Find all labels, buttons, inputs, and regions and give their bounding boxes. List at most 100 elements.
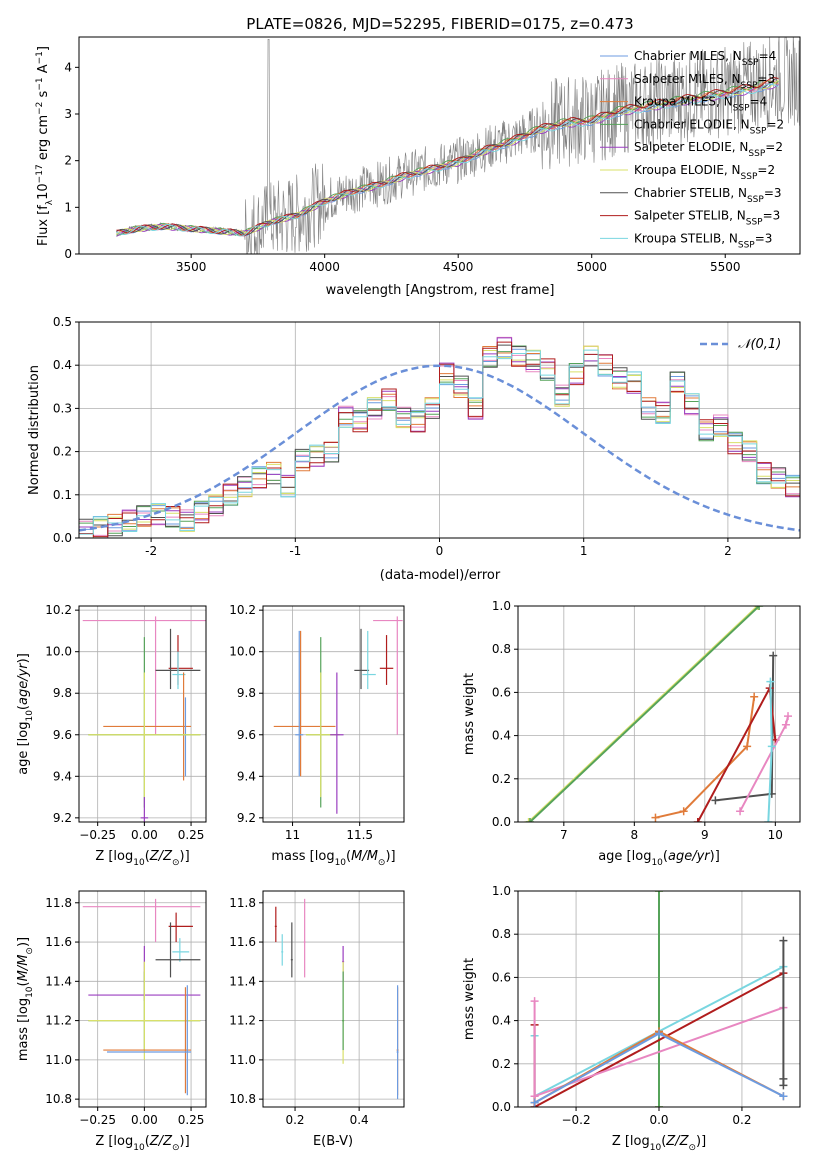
y-axis-label: mass [log10(M/M⊙)] bbox=[16, 937, 35, 1061]
y-tick-label: 10.8 bbox=[229, 1092, 256, 1106]
x-tick-label: 0 bbox=[436, 544, 444, 558]
weight-marker-salpeter_stelib bbox=[693, 818, 702, 822]
x-axis-label: E(B-V) bbox=[313, 1134, 353, 1149]
x-axis-label: mass [log10(M/M⊙)] bbox=[271, 849, 395, 868]
x-tick-label: 0.25 bbox=[178, 1113, 205, 1127]
data-spectrum-line bbox=[116, 37, 800, 254]
plot-area bbox=[79, 336, 800, 538]
y-tick-label: 0 bbox=[64, 247, 72, 261]
y-tick-label: 10.2 bbox=[45, 603, 72, 617]
x-tick-label: 0.00 bbox=[131, 1113, 158, 1127]
axes-frame bbox=[262, 890, 405, 1108]
axes-frame bbox=[78, 605, 207, 823]
y-tick-label: 1.0 bbox=[492, 884, 511, 898]
x-tick-label: 0.25 bbox=[178, 828, 205, 842]
y-tick-label: 0.3 bbox=[53, 401, 72, 415]
x-axis-label: (data-model)/error bbox=[380, 568, 501, 583]
y-axis-label: Flux [fλ10−17 erg cm−2 s−1 A−1] bbox=[35, 46, 55, 246]
panel-age_vs_mass: 11 11.5 9.2 9.4 9.6 9.8 10.0 10.2 mass [log10(M/… bbox=[229, 603, 405, 868]
y-tick-label: 0.8 bbox=[492, 642, 511, 656]
x-tick-label: 7 bbox=[560, 828, 568, 842]
weight-marker-salpeter_miles bbox=[530, 997, 539, 1006]
y-tick-label: 0.8 bbox=[492, 927, 511, 941]
weight-marker-kroupa_elodie bbox=[524, 818, 533, 822]
weight-marker-kroupa_miles bbox=[743, 742, 752, 751]
x-axis-label: Z [log10(Z/Z⊙)] bbox=[612, 1134, 706, 1153]
y-tick-label: 0.1 bbox=[53, 488, 72, 502]
plot-area bbox=[530, 891, 788, 1107]
panel-massweight_vs_age: 7 8 9 10 0.0 0.2 0.4 0.6 0.8 1.0 age [log10(age/yr… bbox=[462, 599, 801, 868]
y-axis-label: age [log10(age/yr)] bbox=[16, 653, 35, 775]
plot-area bbox=[524, 606, 793, 822]
y-tick-label: 3 bbox=[64, 107, 72, 121]
x-tick-label: 9 bbox=[701, 828, 709, 842]
y-tick-label: 11.6 bbox=[229, 935, 256, 949]
weight-marker-chabrier_stelib bbox=[769, 651, 778, 660]
x-tick-label: 0.0 bbox=[649, 1113, 668, 1127]
y-tick-label: 0.4 bbox=[53, 358, 72, 372]
weight-marker-chabrier_elodie bbox=[655, 891, 663, 895]
y-tick-label: 10.2 bbox=[229, 603, 256, 617]
plot-area bbox=[82, 898, 201, 1096]
x-tick-label: −0.2 bbox=[561, 1113, 590, 1127]
legend-label-kroupa_elodie: Kroupa ELODIE, NSSP=2 bbox=[634, 163, 775, 182]
x-axis-label: age [log10(age/yr)] bbox=[598, 849, 720, 868]
model-spectrum-chabrier_stelib bbox=[116, 77, 779, 236]
y-tick-label: 0.5 bbox=[53, 315, 72, 329]
y-tick-label: 10.0 bbox=[45, 645, 72, 659]
x-tick-label: -1 bbox=[289, 544, 301, 558]
weight-marker-kroupa_stelib bbox=[767, 742, 776, 751]
y-tick-label: 0.0 bbox=[492, 1100, 511, 1114]
legend-label-chabrier_miles: Chabrier MILES, NSSP=4 bbox=[634, 49, 776, 68]
weight-marker-chabrier_elodie bbox=[655, 1103, 663, 1107]
model-spectrum-kroupa_stelib bbox=[116, 83, 779, 237]
axes-frame bbox=[78, 36, 801, 255]
weight-marker-kroupa_stelib bbox=[766, 677, 775, 686]
weight-marker-chabrier_stelib bbox=[779, 1081, 788, 1090]
y-tick-label: 11.2 bbox=[229, 1014, 256, 1028]
weight-marker-kroupa_miles bbox=[651, 813, 660, 822]
weight-line-salpeter_stelib bbox=[696, 684, 777, 822]
weight-line-kroupa_stelib bbox=[767, 681, 773, 822]
plot-area bbox=[82, 616, 206, 822]
histogram-kroupa_miles bbox=[79, 345, 800, 538]
y-tick-label: 11.8 bbox=[45, 896, 72, 910]
x-tick-label: 11 bbox=[285, 828, 300, 842]
y-tick-label: 9.2 bbox=[237, 811, 256, 825]
legend-label-kroupa_miles: Kroupa MILES, NSSP=4 bbox=[634, 95, 767, 114]
x-tick-label: 0.2 bbox=[732, 1113, 751, 1127]
x-tick-label: 4000 bbox=[309, 260, 340, 274]
panel-spectrum: 3500 4000 4500 5000 5500 0 1 2 3 4 Chabrier MILES,… bbox=[35, 36, 801, 298]
y-tick-label: 9.8 bbox=[53, 686, 72, 700]
x-axis-label: wavelength [Angstrom, rest frame] bbox=[326, 283, 555, 298]
x-tick-label: 4500 bbox=[443, 260, 474, 274]
y-tick-label: 9.8 bbox=[237, 686, 256, 700]
y-axis-label: mass weight bbox=[462, 673, 477, 755]
y-tick-label: 11.4 bbox=[229, 974, 256, 988]
weight-line-chabrier_elodie bbox=[529, 606, 760, 822]
panel-massweight_vs_Z: −0.2 0.0 0.2 0.0 0.2 0.4 0.6 0.8 1.0 Z [log10(Z/Z… bbox=[462, 884, 801, 1153]
panel-residual_histogram: -2 -1 0 1 2 0.0 0.1 0.2 0.3 0.4 0.5 𝒩(0,1) (data-mod… bbox=[27, 315, 801, 583]
legend-label-chabrier_stelib: Chabrier STELIB, NSSP=3 bbox=[634, 186, 782, 205]
x-tick-label: −0.25 bbox=[79, 828, 116, 842]
y-tick-label: 0.6 bbox=[492, 970, 511, 984]
legend-label-salpeter_miles: Salpeter MILES, NSSP=3 bbox=[634, 72, 775, 91]
y-tick-label: 10.0 bbox=[229, 645, 256, 659]
y-tick-label: 9.4 bbox=[53, 769, 72, 783]
y-tick-label: 0.2 bbox=[53, 445, 72, 459]
x-axis-label: Z [log10(Z/Z⊙)] bbox=[95, 849, 189, 868]
y-tick-label: 0.4 bbox=[492, 1014, 511, 1028]
x-tick-label: 11.5 bbox=[346, 828, 373, 842]
y-tick-label: 0.2 bbox=[492, 1057, 511, 1071]
y-tick-label: 0.0 bbox=[53, 531, 72, 545]
y-tick-label: 10.8 bbox=[45, 1092, 72, 1106]
x-tick-label: 1 bbox=[580, 544, 588, 558]
y-tick-label: 9.2 bbox=[53, 811, 72, 825]
x-tick-label: 5500 bbox=[710, 260, 741, 274]
panel-mass_vs_Z: −0.25 0.00 0.25 10.8 11.0 11.2 11.4 11.6 11.8 Z [… bbox=[16, 890, 207, 1153]
weight-marker-kroupa_miles bbox=[750, 692, 759, 701]
x-tick-label: 8 bbox=[631, 828, 639, 842]
weight-marker-salpeter_miles bbox=[736, 807, 745, 816]
weight-marker-chabrier_miles bbox=[779, 1092, 788, 1101]
